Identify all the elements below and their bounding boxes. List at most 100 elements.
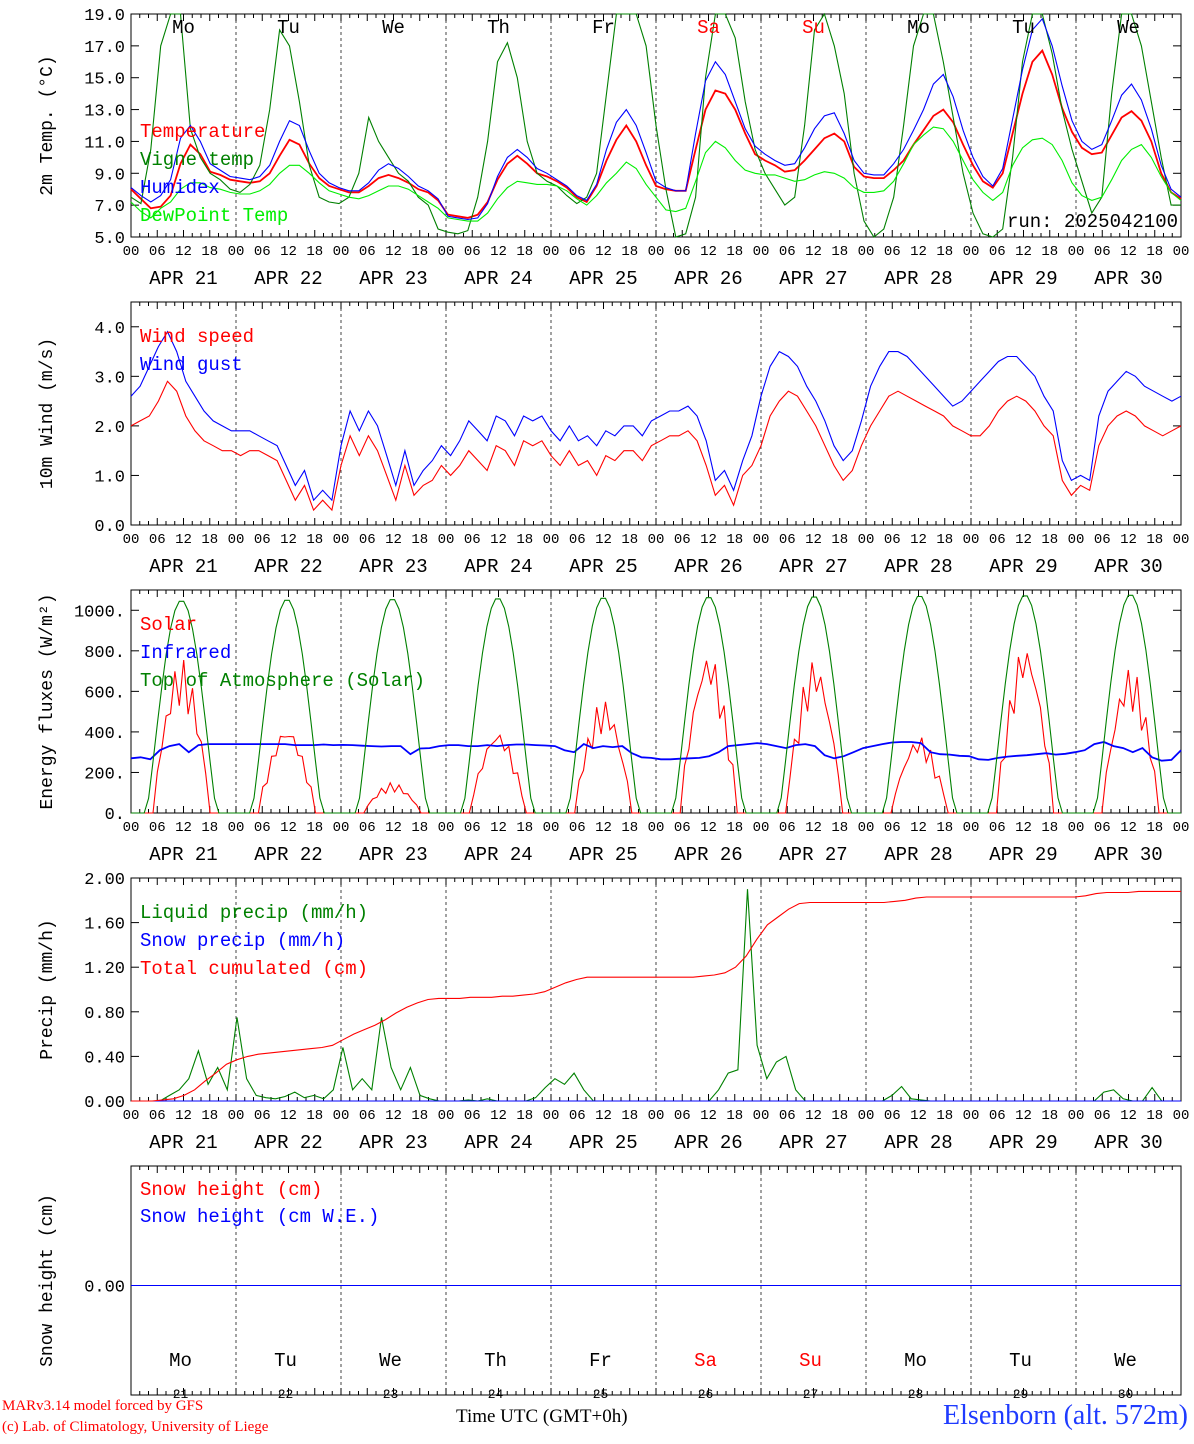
x-tick-label: 18: [621, 532, 638, 548]
x-tick-label: 00: [1173, 532, 1190, 548]
x-tick-label: 12: [1015, 244, 1032, 260]
x-tick-label: 18: [411, 244, 428, 260]
x-tick-label: 06: [359, 244, 376, 260]
x-tick-label: 00: [543, 532, 560, 548]
y-tick-label: 1.0: [94, 468, 125, 487]
x-date-label: APR 21: [149, 1132, 217, 1154]
x-tick-label: 00: [648, 532, 665, 548]
x-tick-label: 12: [805, 1108, 822, 1124]
x-date-label: APR 21: [149, 844, 217, 866]
y-axis-title: 2m Temp. (°C): [38, 55, 58, 195]
x-date-label: APR 30: [1094, 268, 1162, 290]
x-tick-label: 18: [516, 820, 533, 836]
legend-entry: DewPoint Temp: [140, 205, 288, 227]
y-tick-label: 19.0: [84, 7, 125, 26]
x-tick-label: 18: [306, 1108, 323, 1124]
y-tick-label: 0.00: [84, 1279, 125, 1298]
y-tick-label: 2.00: [84, 871, 125, 890]
x-tick-label: 06: [989, 244, 1006, 260]
x-date-label: APR 24: [464, 844, 532, 866]
x-tick-label: 12: [1015, 820, 1032, 836]
x-tick-label: 12: [280, 1108, 297, 1124]
x-tick-label: 06: [779, 1108, 796, 1124]
x-tick-label: 06: [1094, 244, 1111, 260]
x-tick-label: 00: [123, 820, 140, 836]
x-tick-label: 06: [674, 820, 691, 836]
legend-entry: Humidex: [140, 177, 220, 199]
x-tick-label: 18: [201, 1108, 218, 1124]
series-line-wind-speed: [130, 380, 1182, 512]
weekday-label: Fr: [592, 17, 615, 39]
run-label: run: 2025042100: [1007, 211, 1178, 233]
x-tick-label: 12: [595, 532, 612, 548]
x-tick-label: 06: [464, 820, 481, 836]
x-tick-label: 00: [963, 244, 980, 260]
x-tick-label: 00: [438, 1108, 455, 1124]
x-tick-label: 00: [333, 244, 350, 260]
x-tick-label: 06: [149, 1108, 166, 1124]
x-tick-label: 00: [648, 1108, 665, 1124]
x-tick-label: 12: [910, 532, 927, 548]
x-tick-label: 12: [175, 244, 192, 260]
weekday-label: We: [382, 17, 405, 39]
y-tick-label: 0.40: [84, 1049, 125, 1068]
y-tick-label: 17.0: [84, 39, 125, 58]
x-tick-label: 12: [280, 532, 297, 548]
x-tick-label: 12: [1015, 1108, 1032, 1124]
x-tick-label: 00: [648, 820, 665, 836]
x-date-label: APR 29: [989, 556, 1057, 578]
weekday-label: Su: [802, 17, 825, 39]
x-tick-label: 06: [149, 244, 166, 260]
legend-entry: Vigne temp: [140, 149, 254, 171]
x-tick-label: 06: [359, 532, 376, 548]
day-number-label: 30: [1118, 1387, 1134, 1402]
x-date-label: APR 24: [464, 1132, 532, 1154]
x-tick-label: 18: [306, 532, 323, 548]
x-tick-label: 12: [175, 1108, 192, 1124]
x-date-label: APR 26: [674, 268, 742, 290]
x-date-label: APR 23: [359, 844, 427, 866]
x-tick-label: 00: [123, 532, 140, 548]
x-date-label: APR 23: [359, 268, 427, 290]
day-number-label: 23: [383, 1387, 399, 1402]
x-tick-label: 12: [805, 532, 822, 548]
x-tick-label: 06: [884, 1108, 901, 1124]
x-tick-label: 06: [884, 820, 901, 836]
x-tick-label: 00: [963, 820, 980, 836]
x-date-label: APR 23: [359, 556, 427, 578]
weekday-label: Th: [484, 1350, 507, 1372]
x-tick-label: 06: [779, 820, 796, 836]
y-axis-title: Snow height (cm): [38, 1194, 58, 1367]
x-tick-label: 00: [753, 1108, 770, 1124]
x-date-label: APR 30: [1094, 556, 1162, 578]
x-tick-label: 18: [936, 1108, 953, 1124]
x-tick-label: 12: [385, 1108, 402, 1124]
x-tick-label: 06: [254, 1108, 271, 1124]
weekday-label: Tu: [1009, 1350, 1032, 1372]
x-tick-label: 18: [831, 532, 848, 548]
x-tick-label: 00: [858, 820, 875, 836]
x-tick-label: 06: [1094, 532, 1111, 548]
y-tick-label: 13.0: [84, 103, 125, 122]
x-tick-label: 00: [963, 1108, 980, 1124]
x-tick-label: 18: [621, 1108, 638, 1124]
x-tick-label: 18: [831, 244, 848, 260]
x-tick-label: 12: [1120, 244, 1137, 260]
plot-frame-1: [130, 301, 1182, 526]
x-tick-label: 18: [726, 1108, 743, 1124]
day-number-label: 26: [698, 1387, 714, 1402]
legend-entry: Solar: [140, 614, 197, 636]
x-tick-label: 06: [254, 820, 271, 836]
x-date-label: APR 29: [989, 844, 1057, 866]
weekday-label: Tu: [277, 17, 300, 39]
x-tick-label: 06: [884, 244, 901, 260]
x-tick-label: 12: [700, 532, 717, 548]
y-tick-label: 7.0: [94, 198, 125, 217]
day-number-label: 25: [593, 1387, 609, 1402]
x-tick-label: 06: [1094, 1108, 1111, 1124]
x-date-label: APR 27: [779, 844, 847, 866]
x-tick-label: 12: [595, 820, 612, 836]
x-tick-label: 00: [1173, 244, 1190, 260]
x-tick-label: 06: [674, 1108, 691, 1124]
